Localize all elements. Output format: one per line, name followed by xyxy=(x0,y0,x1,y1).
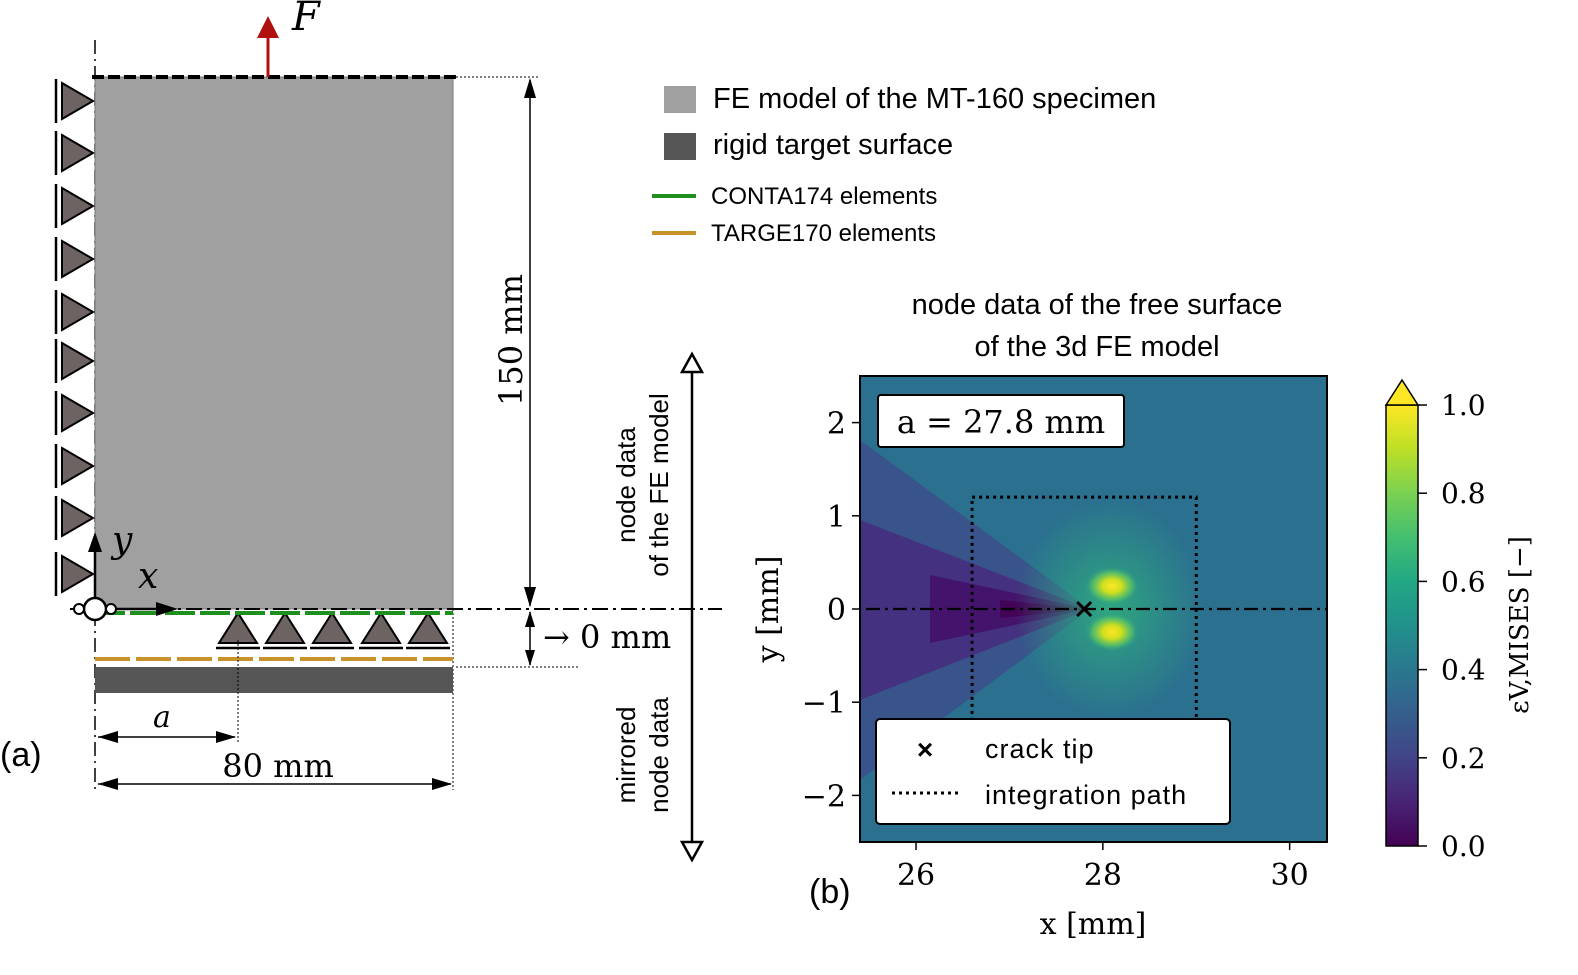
node-data-lower-line2: node data xyxy=(644,697,674,813)
node-data-arrowhead-top xyxy=(679,351,705,374)
width-dim-arrow-right xyxy=(432,778,452,790)
origin-symbol-right xyxy=(105,603,117,615)
left-support-6 xyxy=(61,393,95,433)
legend-swatch-rigid xyxy=(664,133,696,160)
bottom-supports xyxy=(216,611,450,650)
origin-symbol xyxy=(82,596,108,622)
heatmap-legend-box xyxy=(875,718,1231,825)
node-data-indicator: node data of the FE model mirrored node … xyxy=(611,351,705,863)
legend-label-rigid: rigid target surface xyxy=(713,129,953,161)
annotation-text: a = 27.8 mm xyxy=(897,403,1105,441)
heatmap-xlabel: x [mm] xyxy=(1040,907,1147,942)
bottom-support-3 xyxy=(360,611,402,644)
left-support-0 xyxy=(61,81,95,121)
x-axis-arrowhead xyxy=(156,602,178,616)
height-dim-arrow-top xyxy=(524,78,536,98)
legend-integration-path-label: integration path xyxy=(985,780,1187,810)
bottom-support-1 xyxy=(264,611,306,644)
colorbar-tick-label-4: 0.8 xyxy=(1441,477,1486,510)
crack-dim-arrow-right xyxy=(216,731,236,743)
width-dim-arrow-left xyxy=(98,778,118,790)
colorbar-tick-label-5: 1.0 xyxy=(1441,389,1486,422)
panel-a-legend: FE model of the MT-160 specimen rigid ta… xyxy=(652,83,1156,247)
colorbar-extend-arrow xyxy=(1384,378,1420,406)
x-axis-label: x xyxy=(138,556,158,597)
panel-a-label: (a) xyxy=(0,736,42,774)
left-support-9 xyxy=(61,554,95,594)
left-support-8 xyxy=(61,498,95,538)
heatmap-title-line2: of the 3d FE model xyxy=(974,331,1219,363)
heatmap-title-line1: node data of the free surface xyxy=(912,289,1283,321)
integration-path xyxy=(970,495,1198,723)
force-label: F xyxy=(291,0,321,40)
colorbar-tick-label-0: 0.0 xyxy=(1441,830,1486,863)
left-support-4 xyxy=(61,292,95,332)
height-label: 150 mm xyxy=(492,274,530,406)
force-arrow-head xyxy=(257,16,279,38)
x-tick-label-1: 28 xyxy=(1084,858,1122,893)
bottom-support-0 xyxy=(217,611,259,644)
legend-crack-tip-label: crack tip xyxy=(985,734,1095,764)
bottom-support-4 xyxy=(407,611,449,644)
left-support-3 xyxy=(61,239,95,279)
colorbar-ticks: 0.0 0.2 0.4 0.6 0.8 1.0 xyxy=(1418,389,1486,863)
left-supports xyxy=(54,79,95,596)
node-data-arrowhead-bottom xyxy=(679,840,705,863)
x-tick-label-2: 30 xyxy=(1271,858,1309,893)
legend-label-conta174: CONTA174 elements xyxy=(711,183,937,210)
colorbar-tick-label-2: 0.4 xyxy=(1441,654,1486,687)
y-tick-label-2: 0 xyxy=(827,593,846,628)
gap-label: → 0 mm xyxy=(543,618,671,656)
specimen-body xyxy=(94,76,454,610)
legend-label-targe170: TARGE170 elements xyxy=(711,220,936,247)
crack-tip-marker xyxy=(1076,600,1093,618)
gap-dim-arrow-top xyxy=(525,611,535,627)
colorbar-label: εV,MISES [−] xyxy=(1505,536,1535,714)
y-tick-label-3: 1 xyxy=(827,500,846,535)
left-support-2 xyxy=(61,186,95,226)
width-label: 80 mm xyxy=(222,747,334,785)
left-support-5 xyxy=(61,341,95,381)
colorbar-gradient xyxy=(1385,404,1419,847)
node-data-upper-line2: of the FE model xyxy=(644,393,674,577)
y-tick-label-1: −1 xyxy=(802,686,846,721)
node-data-upper-line1: node data xyxy=(611,427,641,543)
height-dim-arrow-bottom xyxy=(524,587,536,607)
panel-a: F y x a 80 mm 150 xyxy=(0,0,722,790)
y-tick-label-4: 2 xyxy=(827,407,846,442)
panel-b: node data of the free surface of the 3d … xyxy=(751,289,1535,942)
x-tick-label-0: 26 xyxy=(897,858,935,893)
left-support-1 xyxy=(61,133,95,173)
colorbar-tick-label-1: 0.2 xyxy=(1441,742,1486,775)
node-data-lower-line1: mirrored xyxy=(611,707,641,804)
gap-dim-arrow-bottom xyxy=(525,650,535,666)
crack-length-label: a xyxy=(153,700,171,735)
heatmap-ylabel: y [mm] xyxy=(751,556,786,664)
y-axis-arrowhead xyxy=(88,532,102,552)
rigid-target-surface xyxy=(95,667,453,693)
bottom-support-2 xyxy=(311,611,353,644)
y-tick-label-0: −2 xyxy=(802,779,846,814)
y-axis-label: y xyxy=(110,520,133,561)
heatmap-marks: 26 28 30 −2 −1 0 1 2 xyxy=(802,407,1327,893)
legend-swatch-fe-model xyxy=(664,86,696,113)
legend-label-fe-model: FE model of the MT-160 specimen xyxy=(713,83,1156,115)
left-support-7 xyxy=(61,446,95,486)
panel-b-label: (b) xyxy=(809,873,851,911)
origin-symbol-left xyxy=(73,603,85,615)
legend-crack-tip-marker: × xyxy=(917,734,933,765)
annotation-box xyxy=(877,394,1125,448)
crack-dim-arrow-left xyxy=(98,731,118,743)
colorbar-tick-label-3: 0.6 xyxy=(1441,565,1486,598)
